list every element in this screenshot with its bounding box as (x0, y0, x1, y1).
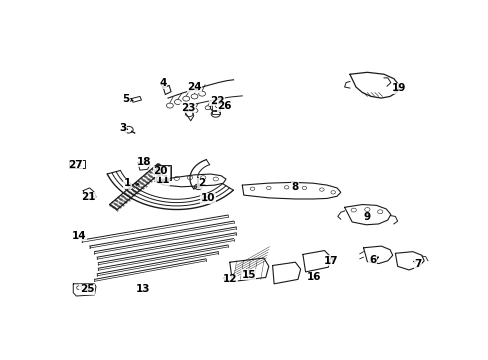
Text: 8: 8 (291, 183, 298, 192)
Text: 14: 14 (72, 231, 86, 241)
Text: 15: 15 (241, 270, 255, 280)
Text: 25: 25 (80, 284, 94, 294)
Text: 22: 22 (209, 96, 224, 106)
Text: 23: 23 (181, 103, 195, 113)
Text: 20: 20 (153, 166, 167, 176)
Bar (157, 166, 169, 179)
Text: 17: 17 (323, 256, 338, 266)
Text: 16: 16 (306, 273, 321, 283)
Text: 24: 24 (187, 82, 202, 92)
Bar (211, 104, 219, 114)
Text: 1: 1 (123, 178, 131, 188)
Text: 9: 9 (363, 212, 370, 222)
Text: 10: 10 (201, 193, 215, 203)
Bar (69, 160, 84, 168)
Text: 18: 18 (136, 157, 151, 167)
Text: 26: 26 (217, 102, 232, 111)
Text: 7: 7 (414, 258, 421, 269)
Text: 11: 11 (155, 175, 170, 185)
Text: 4: 4 (159, 78, 166, 89)
Text: 6: 6 (368, 255, 375, 265)
Text: 19: 19 (391, 83, 406, 93)
Text: 13: 13 (135, 284, 149, 294)
Text: 12: 12 (222, 274, 237, 284)
Bar (156, 165, 171, 180)
Circle shape (196, 185, 200, 188)
Text: 3: 3 (119, 123, 126, 133)
Text: 27: 27 (68, 160, 82, 170)
Text: 21: 21 (81, 192, 96, 202)
Text: 2: 2 (197, 178, 204, 188)
Text: 5: 5 (122, 94, 130, 104)
